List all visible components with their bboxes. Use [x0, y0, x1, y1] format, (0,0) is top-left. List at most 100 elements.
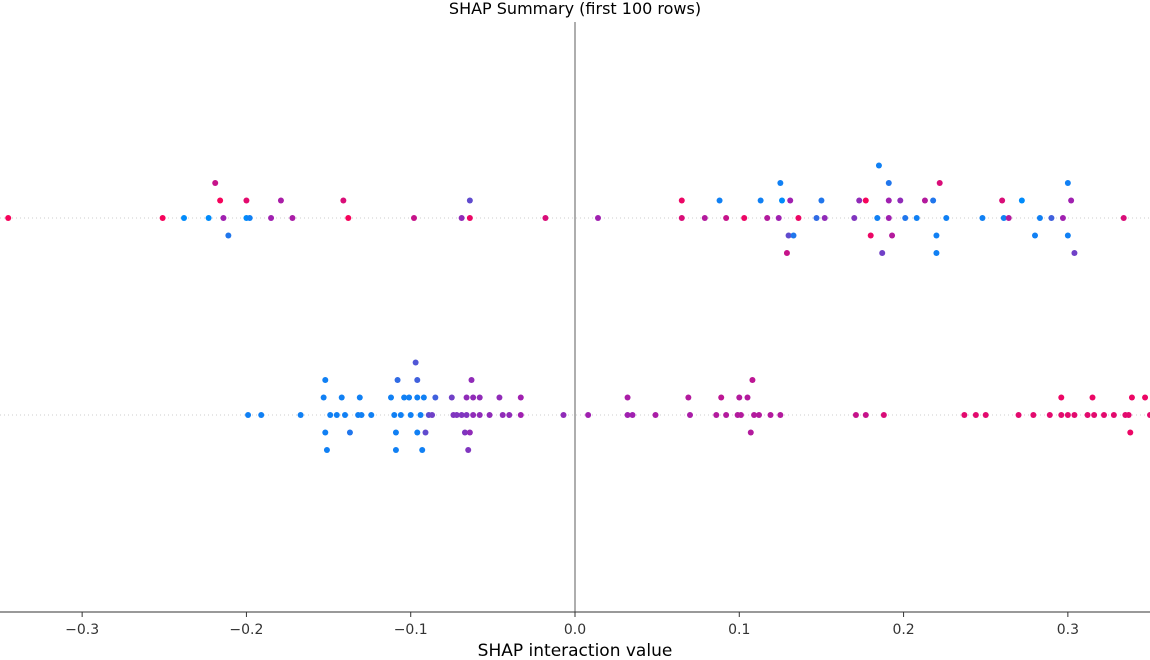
data-point	[737, 412, 744, 418]
data-point	[1128, 394, 1135, 401]
data-point	[790, 232, 797, 239]
data-point	[212, 180, 219, 186]
data-point	[1036, 215, 1043, 221]
data-point	[624, 412, 631, 418]
data-point	[277, 197, 284, 204]
data-point	[225, 232, 232, 239]
x-tick-label: −0.2	[229, 622, 263, 638]
data-point	[1032, 232, 1038, 239]
data-point	[322, 429, 329, 436]
data-point	[856, 197, 863, 204]
data-point	[889, 232, 896, 239]
data-point	[779, 197, 785, 204]
data-point	[458, 215, 465, 221]
data-point	[414, 429, 421, 436]
x-tick-label: 0.2	[892, 622, 914, 638]
data-point	[466, 215, 473, 221]
data-point	[723, 215, 730, 221]
data-point	[1125, 412, 1132, 418]
data-point	[453, 412, 460, 418]
scatter-points	[5, 162, 1150, 453]
data-point	[879, 250, 886, 256]
data-point	[499, 412, 506, 418]
data-point	[943, 215, 950, 221]
data-point	[757, 197, 764, 204]
data-point	[885, 197, 892, 204]
data-point	[243, 197, 250, 204]
data-point	[1048, 215, 1055, 221]
data-point	[1071, 250, 1078, 256]
data-point	[470, 412, 477, 418]
data-point	[744, 394, 751, 401]
data-point	[701, 215, 708, 221]
data-point	[461, 429, 468, 436]
data-point	[1127, 429, 1134, 436]
data-point	[783, 250, 790, 256]
data-point	[1064, 412, 1071, 418]
data-point	[913, 215, 920, 221]
data-point	[468, 377, 475, 383]
data-point	[411, 215, 417, 221]
data-point	[466, 197, 473, 204]
data-point	[506, 412, 513, 418]
data-point	[767, 412, 774, 418]
data-point	[756, 412, 762, 418]
x-tick-label: −0.3	[65, 622, 99, 638]
data-point	[678, 197, 685, 204]
data-point	[1018, 197, 1025, 204]
data-point	[463, 412, 470, 418]
data-point	[775, 215, 782, 221]
data-point	[982, 412, 989, 418]
data-point	[496, 394, 503, 401]
data-point	[795, 215, 802, 221]
data-point	[323, 447, 330, 453]
data-point	[394, 377, 401, 383]
data-point	[685, 394, 692, 401]
data-point	[1046, 412, 1053, 418]
data-point	[787, 197, 794, 204]
data-point	[391, 412, 398, 418]
data-point	[356, 394, 363, 401]
data-point	[320, 394, 327, 401]
data-point	[368, 412, 375, 418]
data-point	[463, 394, 470, 401]
data-point	[862, 412, 869, 418]
data-point	[406, 394, 413, 401]
x-tick-label: 0.0	[564, 622, 586, 638]
data-point	[342, 412, 348, 418]
data-point	[258, 412, 265, 418]
data-point	[897, 197, 904, 204]
data-point	[999, 197, 1006, 204]
x-axis-ticks: −0.3 −0.2 −0.1 0.0 0.1 0.2 0.3	[65, 612, 1079, 638]
data-point	[517, 412, 524, 418]
data-point	[1059, 215, 1066, 221]
data-point	[874, 215, 881, 221]
data-point	[289, 215, 296, 221]
data-point	[422, 429, 429, 436]
data-point	[322, 377, 329, 383]
data-point	[749, 377, 756, 383]
data-point	[419, 447, 426, 453]
data-point	[961, 412, 968, 418]
data-point	[358, 412, 365, 418]
data-point	[1000, 215, 1007, 221]
data-point	[414, 377, 421, 383]
data-point	[397, 412, 404, 418]
data-point	[777, 412, 784, 418]
data-point	[205, 215, 212, 221]
data-point	[1064, 232, 1071, 239]
data-point	[718, 394, 725, 401]
data-point	[5, 215, 12, 221]
data-point	[476, 412, 483, 418]
data-point	[624, 394, 631, 401]
data-point	[245, 412, 252, 418]
data-point	[392, 429, 399, 436]
data-point	[747, 429, 754, 436]
data-point	[401, 394, 408, 401]
data-point	[1091, 412, 1098, 418]
data-point	[933, 232, 940, 239]
data-point	[678, 215, 685, 221]
data-point	[417, 412, 424, 418]
data-point	[181, 215, 187, 221]
